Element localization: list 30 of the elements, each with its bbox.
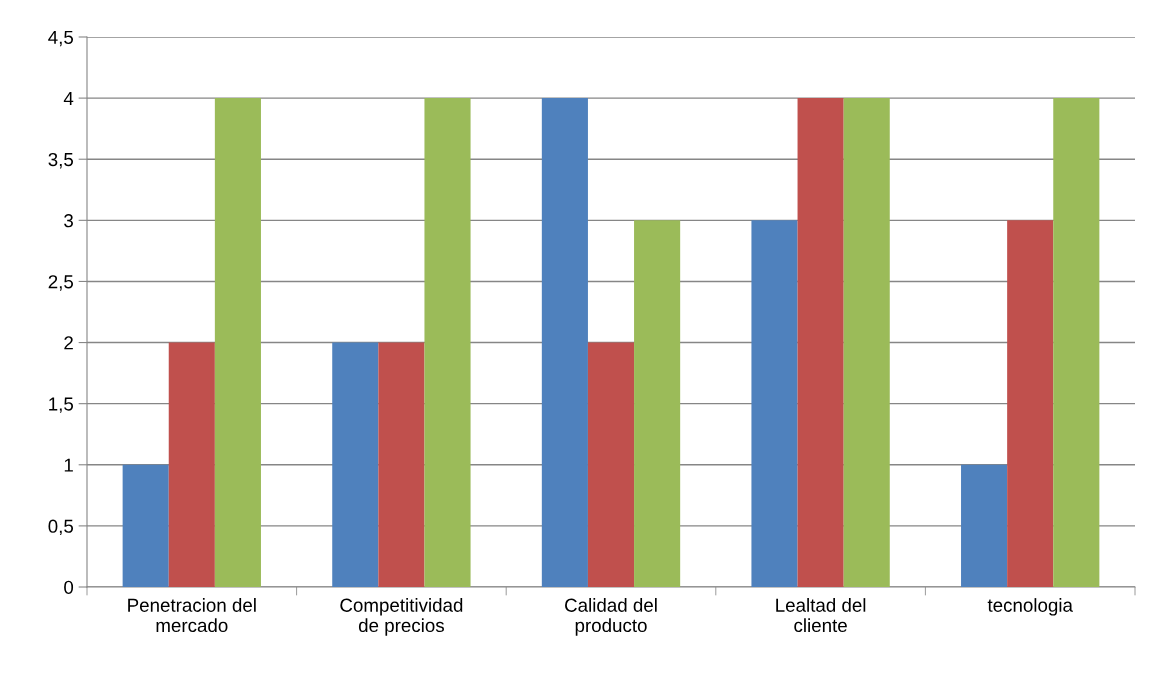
- y-tick-label: 2,5: [48, 275, 74, 291]
- y-tick-label: 2: [64, 336, 73, 350]
- bar: [797, 98, 844, 587]
- x-tick-label: Lealtad del cliente: [776, 598, 866, 633]
- bar: [634, 220, 681, 587]
- y-tick-label: 0,5: [48, 519, 74, 536]
- bar: [1007, 220, 1054, 587]
- bar: [168, 342, 215, 587]
- y-tick-label: 3,5: [48, 152, 74, 169]
- y-tick-label: 3: [64, 214, 73, 228]
- x-tick-label: tecnologia: [987, 598, 1073, 616]
- x-tick-label: Calidad del producto: [565, 598, 657, 636]
- bar: [961, 464, 1008, 587]
- bar: [332, 342, 379, 587]
- y-tick-label: 0: [64, 580, 74, 594]
- bar: [1053, 98, 1100, 587]
- bar: [751, 220, 798, 587]
- y-tick-label: 1: [64, 458, 73, 472]
- y-tick-label: 1,5: [49, 397, 74, 413]
- bar: [541, 98, 588, 587]
- bar: [122, 464, 169, 587]
- bar: [843, 98, 890, 587]
- x-tick-label: Competitividad de precios: [340, 598, 463, 636]
- bar: [378, 342, 425, 587]
- bar: [214, 98, 261, 587]
- y-tick-label: 4,5: [48, 30, 74, 47]
- bar: [587, 342, 635, 587]
- bar: [424, 98, 471, 587]
- y-tick-label: 4: [63, 92, 74, 105]
- x-tick-label: Penetracion del mercado: [128, 598, 256, 633]
